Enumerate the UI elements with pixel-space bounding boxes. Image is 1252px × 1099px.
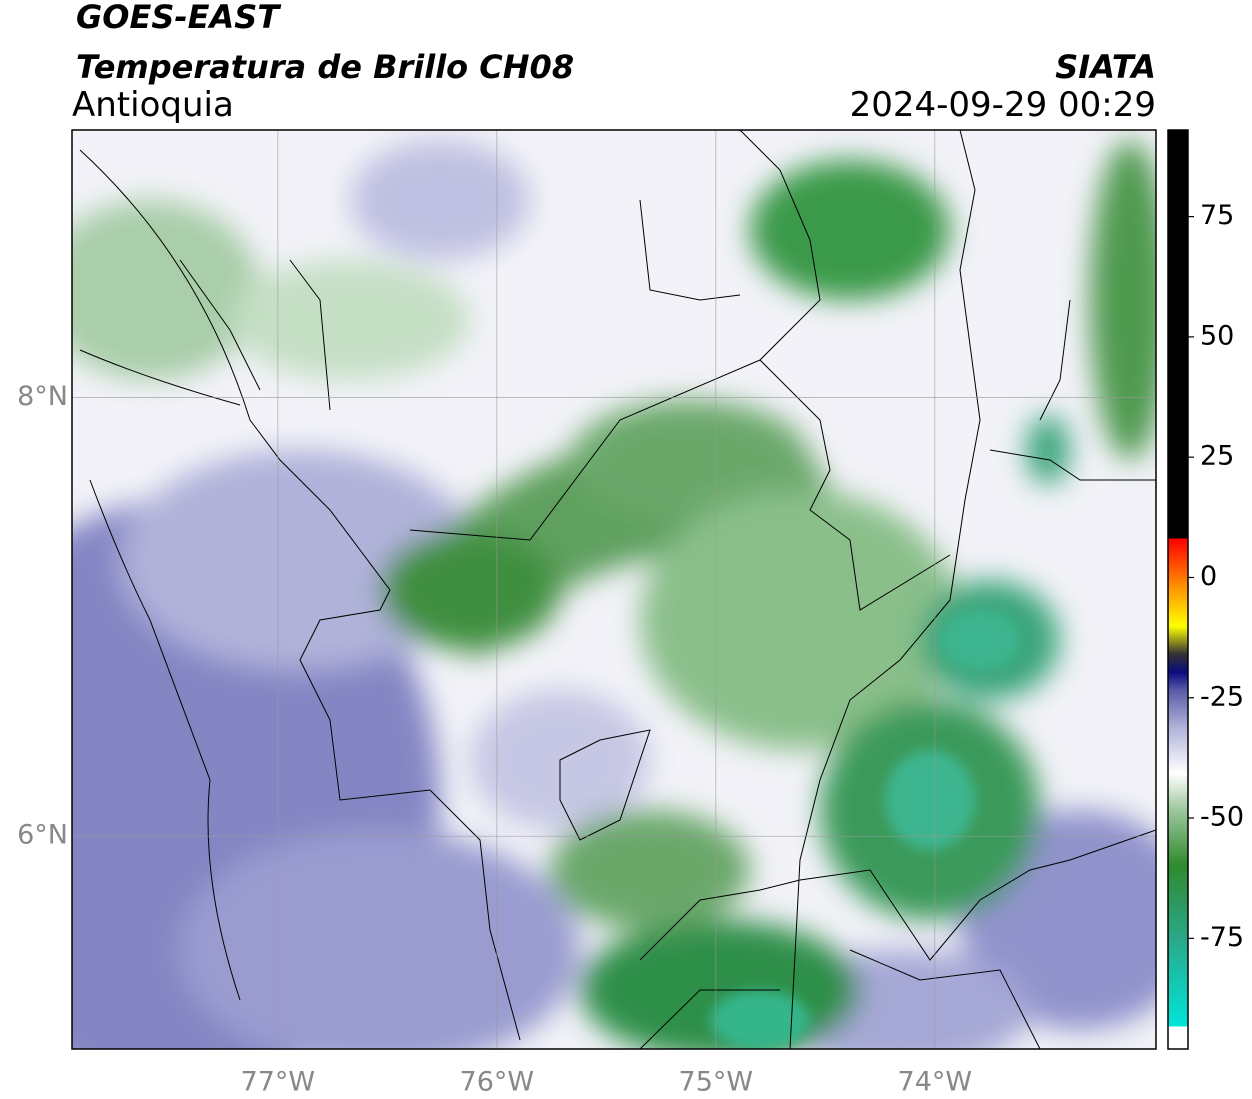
graticule (72, 130, 1156, 1049)
colorbar (1167, 129, 1189, 1050)
colorbar-label: -50 (1200, 802, 1244, 833)
colorbar-label: -75 (1200, 922, 1244, 953)
colorbar-label: 50 (1200, 320, 1234, 351)
timestamp: 2024-09-29 00:29 (850, 85, 1156, 125)
region: Antioquia (72, 85, 234, 125)
subtitle: Temperatura de Brillo CH08 (76, 48, 574, 86)
lon-label: 76°W (460, 1067, 535, 1098)
title: GOES-EAST (76, 0, 281, 36)
colorbar-label: 75 (1200, 200, 1234, 231)
imagery (72, 130, 1156, 1049)
colorbar-label: 0 (1200, 561, 1217, 592)
map-frame (71, 129, 1157, 1050)
colorbar-label: -25 (1200, 681, 1244, 712)
source: SIATA (1055, 48, 1156, 86)
lon-label: 74°W (898, 1067, 973, 1098)
lon-label: 75°W (679, 1067, 754, 1098)
lon-label: 77°W (241, 1067, 316, 1098)
colorbar-label: 25 (1200, 441, 1234, 472)
lat-label: 8°N (17, 381, 68, 412)
lat-label: 6°N (17, 820, 68, 851)
